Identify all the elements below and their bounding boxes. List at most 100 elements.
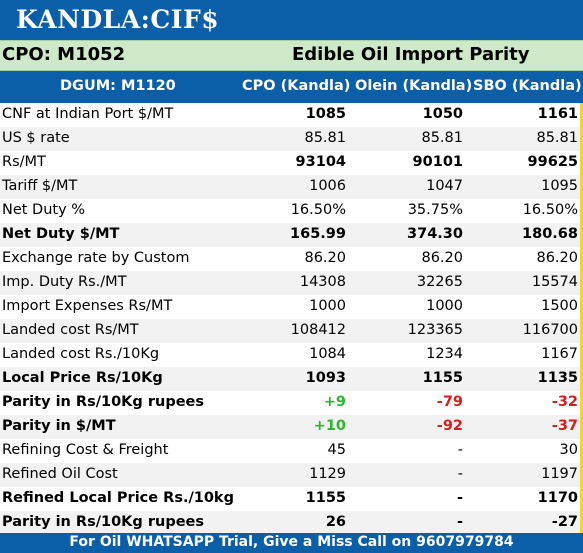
olein-value: 1155 bbox=[422, 370, 463, 386]
cpo-value: 108412 bbox=[290, 322, 346, 338]
table-row: Import Expenses Rs/MT 1000 1000 1500 bbox=[0, 295, 583, 319]
olein-value: 35.75% bbox=[407, 202, 463, 218]
sbo-value: -37 bbox=[551, 418, 578, 434]
row-label: Parity in Rs/10Kg rupees bbox=[2, 394, 205, 410]
row-edge-marker bbox=[580, 415, 583, 439]
footer-bar: For Oil WHATSAPP Trial, Give a Miss Call… bbox=[0, 533, 583, 553]
row-edge-marker bbox=[580, 391, 583, 415]
cpo-value: 16.50% bbox=[290, 202, 346, 218]
cpo-value: 1155 bbox=[305, 490, 346, 506]
table-row: Refined Oil Cost 1129 - 1197 bbox=[0, 463, 583, 487]
table-row: Imp. Duty Rs./MT 14308 32265 15574 bbox=[0, 271, 583, 295]
row-label: Import Expenses Rs/MT bbox=[2, 298, 173, 314]
sbo-value: 116700 bbox=[522, 322, 578, 338]
row-edge-marker bbox=[580, 151, 583, 175]
table-row: Parity in $/MT +10 -92 -37 bbox=[0, 415, 583, 439]
cpo-value: 14308 bbox=[299, 274, 346, 290]
cpo-value: +10 bbox=[313, 418, 346, 434]
sbo-value: 15574 bbox=[531, 274, 578, 290]
sbo-value: 180.68 bbox=[522, 226, 578, 242]
table-row: Refined Local Price Rs./10kg 1155 - 1170 bbox=[0, 487, 583, 511]
cpo-value: 86.20 bbox=[304, 250, 346, 266]
row-label: Exchange rate by Custom bbox=[2, 250, 190, 266]
sbo-value: 1095 bbox=[541, 178, 578, 194]
sbo-value: 1500 bbox=[541, 298, 578, 314]
table-row: Rs/MT 93104 90101 99625 bbox=[0, 151, 583, 175]
olein-value: -92 bbox=[436, 418, 463, 434]
row-edge-marker bbox=[580, 511, 583, 535]
row-label: Refined Oil Cost bbox=[2, 466, 118, 482]
cpo-value: 93104 bbox=[295, 154, 346, 170]
sbo-value: 1135 bbox=[537, 370, 578, 386]
table-row: Net Duty $/MT 165.99 374.30 180.68 bbox=[0, 223, 583, 247]
row-edge-marker bbox=[580, 247, 583, 271]
olein-value: 374.30 bbox=[407, 226, 463, 242]
row-edge-marker bbox=[580, 439, 583, 463]
cpo-value: 165.99 bbox=[290, 226, 346, 242]
row-label: Parity in $/MT bbox=[2, 418, 116, 434]
header-dgum: DGUM: M1120 bbox=[60, 78, 176, 94]
row-edge-marker bbox=[580, 271, 583, 295]
table-row: Local Price Rs/10Kg 1093 1155 1135 bbox=[0, 367, 583, 391]
row-label: US $ rate bbox=[2, 130, 70, 146]
subtitle-bar: CPO: M1052 Edible Oil Import Parity bbox=[0, 40, 583, 71]
cpo-value: 26 bbox=[325, 514, 346, 530]
header-sbo: SBO (Kandla) bbox=[473, 78, 582, 94]
cpo-value: 1000 bbox=[309, 298, 346, 314]
cpo-value: 1085 bbox=[305, 106, 346, 122]
row-label: Net Duty % bbox=[2, 202, 86, 218]
row-label: Imp. Duty Rs./MT bbox=[2, 274, 127, 290]
olein-value: 90101 bbox=[412, 154, 463, 170]
row-edge-marker bbox=[580, 223, 583, 247]
olein-value: 32265 bbox=[416, 274, 463, 290]
row-edge-marker bbox=[580, 175, 583, 199]
row-label: Net Duty $/MT bbox=[2, 226, 120, 242]
row-edge-marker bbox=[580, 295, 583, 319]
olein-value: - bbox=[457, 466, 463, 482]
table-row: US $ rate 85.81 85.81 85.81 bbox=[0, 127, 583, 151]
report-subtitle: Edible Oil Import Parity bbox=[292, 44, 530, 65]
olein-value: 1050 bbox=[422, 106, 463, 122]
row-edge-marker bbox=[580, 367, 583, 391]
sbo-value: 1161 bbox=[537, 106, 578, 122]
row-label: Local Price Rs/10Kg bbox=[2, 370, 163, 386]
row-edge-marker bbox=[580, 127, 583, 151]
sbo-value: -32 bbox=[551, 394, 578, 410]
olein-value: - bbox=[456, 490, 463, 506]
table-row: Landed cost Rs/MT 108412 123365 116700 bbox=[0, 319, 583, 343]
olein-value: - bbox=[457, 442, 463, 458]
sbo-value: 30 bbox=[559, 442, 578, 458]
olein-value: 1234 bbox=[426, 346, 463, 362]
table-row: Exchange rate by Custom 86.20 86.20 86.20 bbox=[0, 247, 583, 271]
sbo-value: 86.20 bbox=[536, 250, 578, 266]
table-row: Tariff $/MT 1006 1047 1095 bbox=[0, 175, 583, 199]
cpo-contract-label: CPO: M1052 bbox=[2, 44, 126, 65]
row-edge-marker bbox=[580, 319, 583, 343]
cpo-value: 1006 bbox=[309, 178, 346, 194]
table-row: Refining Cost & Freight 45 - 30 bbox=[0, 439, 583, 463]
row-label: CNF at Indian Port $/MT bbox=[2, 106, 174, 122]
sbo-value: 85.81 bbox=[536, 130, 578, 146]
row-label: Landed cost Rs./10Kg bbox=[2, 346, 160, 362]
row-label: Rs/MT bbox=[2, 154, 46, 170]
row-edge-marker bbox=[580, 343, 583, 367]
row-edge-marker bbox=[580, 487, 583, 511]
header-olein: Olein (Kandla) bbox=[355, 78, 473, 94]
olein-value: - bbox=[456, 514, 463, 530]
row-label: Landed cost Rs/MT bbox=[2, 322, 139, 338]
cpo-value: 1129 bbox=[309, 466, 346, 482]
table-row: Landed cost Rs./10Kg 1084 1234 1167 bbox=[0, 343, 583, 367]
cpo-value: 45 bbox=[327, 442, 346, 458]
olein-value: 1000 bbox=[426, 298, 463, 314]
row-edge-marker bbox=[580, 463, 583, 487]
sbo-value: 99625 bbox=[527, 154, 578, 170]
sbo-value: 1197 bbox=[541, 466, 578, 482]
footer-text: For Oil WHATSAPP Trial, Give a Miss Call… bbox=[69, 534, 514, 550]
row-label: Refined Local Price Rs./10kg bbox=[2, 490, 234, 506]
olein-value: 123365 bbox=[407, 322, 463, 338]
row-label: Refining Cost & Freight bbox=[2, 442, 169, 458]
table-row: Net Duty % 16.50% 35.75% 16.50% bbox=[0, 199, 583, 223]
page-title: KANDLA:CIF$ bbox=[16, 5, 220, 34]
sbo-value: -27 bbox=[551, 514, 578, 530]
cpo-value: +9 bbox=[323, 394, 346, 410]
